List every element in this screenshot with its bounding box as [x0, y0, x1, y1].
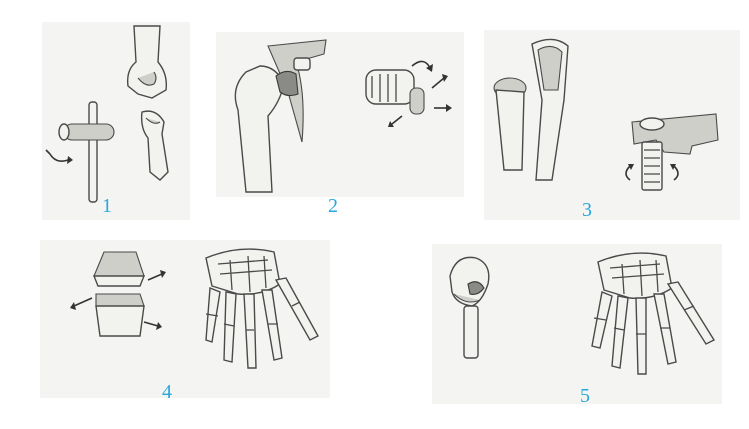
panel-2-number: 2 [328, 195, 338, 217]
panel-3-number: 3 [582, 199, 592, 221]
hand-skeleton-icon [205, 248, 319, 369]
ball-and-socket-model-icon [365, 60, 452, 127]
panel-3: 3 [484, 30, 740, 220]
shoulder-joint-icon [234, 39, 327, 193]
pivot-joint-model-icon [625, 113, 719, 191]
panel-2: 2 [216, 32, 464, 216]
panel-5-number: 5 [580, 385, 590, 407]
elbow-joint-icon [126, 25, 169, 181]
panel-1-number: 1 [102, 195, 112, 217]
panel-1: 1 [42, 22, 190, 220]
hinge-joint-model-icon [45, 101, 115, 203]
panel-4-number: 4 [162, 381, 172, 403]
panel-5: 5 [432, 244, 722, 407]
hand-skeleton-icon [591, 252, 715, 375]
saddle-joint-model-icon [449, 256, 490, 359]
panel-4: 4 [40, 240, 330, 402]
radioulnar-joint-icon [493, 38, 569, 181]
plane-joint-model-icon [70, 251, 166, 337]
